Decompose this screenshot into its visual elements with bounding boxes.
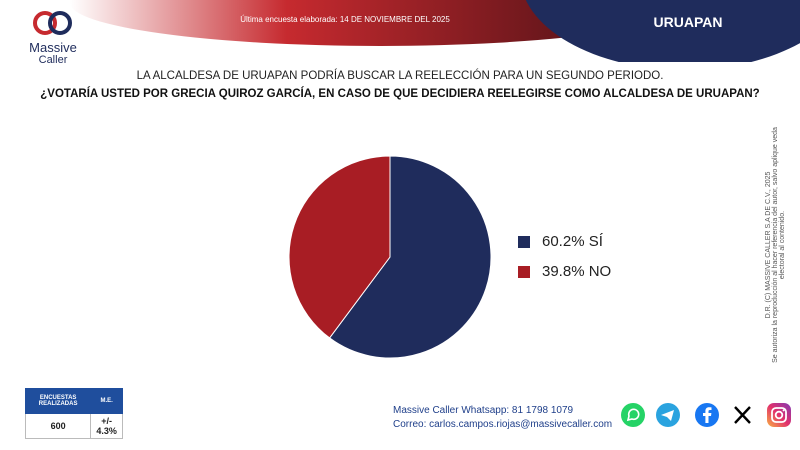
- stats-header-margin: M.E.: [90, 388, 123, 414]
- logo-word-massive: Massive: [29, 40, 77, 55]
- massive-caller-logo: Massive Caller: [18, 8, 88, 68]
- logo-word-caller: Caller: [38, 54, 68, 66]
- stats-margin-value: +/- 4.3%: [90, 413, 123, 439]
- contact-email[interactable]: Correo: carlos.campos.riojas@massivecall…: [393, 419, 613, 430]
- pie-chart: [288, 155, 492, 359]
- copyright-note: D.R. (C) MASSIVE CALLER S.A DE C.V., 202…: [765, 115, 795, 375]
- legend-swatch-si: [518, 235, 530, 248]
- region-title: URUAPAN: [653, 14, 723, 30]
- facebook-icon[interactable]: [694, 402, 720, 428]
- telegram-icon[interactable]: [655, 402, 681, 428]
- contact-whatsapp: Massive Caller Whatsapp: 81 1798 1079: [393, 405, 574, 416]
- logo-mark-icon: [33, 11, 72, 35]
- legend-label-si: 60.2% SÍ: [542, 233, 603, 250]
- pie-slice-no: [288, 155, 391, 339]
- copyright-line: D.R. (C) MASSIVE CALLER S.A DE C.V., 202…: [765, 171, 772, 319]
- legend-item-si: 60.2% SÍ: [518, 233, 603, 250]
- question-context: LA ALCALDESA DE URUAPAN PODRÍA BUSCAR LA…: [136, 70, 664, 82]
- reproduction-note: Se autoriza la reproducción al hacer ref…: [772, 127, 786, 363]
- legend-label-no: 39.8% NO: [542, 263, 612, 280]
- top-banner: [0, 0, 800, 62]
- stats-header-surveys: ENCUESTAS REALIZADAS: [24, 388, 92, 414]
- legend-item-no: 39.8% NO: [518, 263, 611, 280]
- stats-surveys-value: 600: [24, 413, 92, 439]
- x-icon[interactable]: [730, 402, 756, 428]
- instagram-icon[interactable]: [766, 402, 792, 428]
- legend-swatch-no: [518, 265, 530, 278]
- survey-stats-table: ENCUESTAS REALIZADAS M.E. 600 +/- 4.3%: [24, 388, 123, 439]
- pie-slice-si: [328, 155, 492, 359]
- last-survey-date: Última encuesta elaborada: 14 DE NOVIEMB…: [240, 15, 450, 24]
- whatsapp-icon[interactable]: [620, 402, 646, 428]
- question-title: ¿VOTARÍA USTED POR GRECIA QUIROZ GARCÍA,…: [40, 88, 760, 100]
- banner-navy-shape: [520, 0, 800, 62]
